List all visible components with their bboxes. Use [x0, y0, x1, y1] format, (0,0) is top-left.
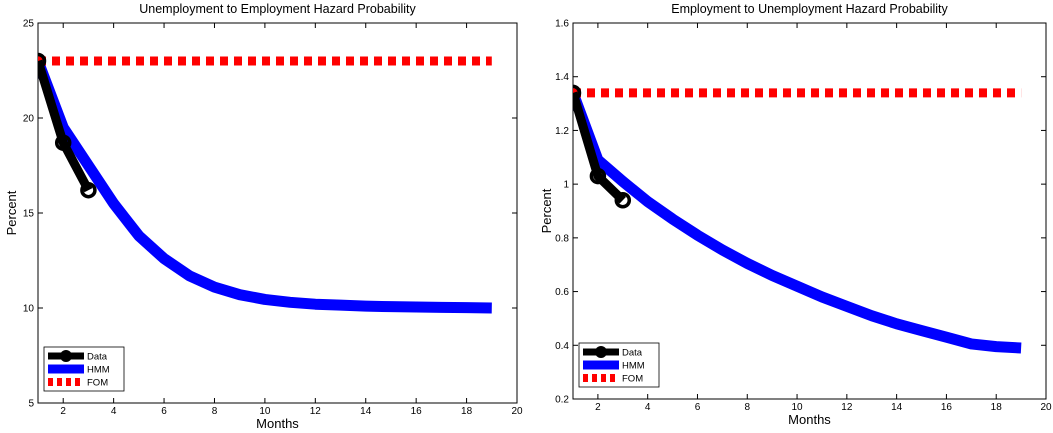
series-group [573, 84, 1022, 354]
y-tick-label: 25 [23, 19, 35, 30]
series-data-point [573, 84, 582, 102]
x-tick-label: 10 [791, 402, 803, 413]
legend-fom-label: FOM [87, 378, 108, 389]
x-axis-label: Months [256, 416, 299, 431]
x-tick-label: 2 [595, 402, 601, 413]
y-tick-label: 15 [23, 209, 35, 220]
y-tick-label: 1.4 [555, 72, 569, 83]
series-data-line [38, 59, 93, 193]
legend-data-marker [595, 346, 607, 358]
y-tick-label: 0.2 [555, 395, 569, 406]
y-tick-label: 20 [23, 114, 35, 125]
series-data-point [38, 52, 47, 70]
legend-hmm-label: HMM [87, 365, 110, 376]
series-data-point [54, 134, 72, 151]
x-tick-label: 2 [60, 406, 66, 417]
legend-hmm-label: HMM [622, 361, 645, 372]
series-data-point [589, 167, 607, 185]
y-tick-label: 1.6 [555, 19, 569, 30]
plot-frame [572, 22, 1047, 400]
x-tick-label: 14 [360, 406, 372, 417]
y-tick-label: 0.8 [555, 233, 569, 244]
legend: Data HMM FOM [43, 346, 125, 392]
x-tick-label: 12 [841, 402, 853, 413]
y-tick-label: 1 [563, 180, 569, 191]
x-tick-label: 16 [411, 406, 423, 417]
chart-title: Employment to Unemployment Hazard Probab… [671, 2, 948, 16]
series-hmm-line [573, 90, 1022, 354]
series-data-line [573, 91, 626, 204]
chart-title: Unemployment to Employment Hazard Probab… [139, 2, 416, 16]
y-tick-label: 0.4 [555, 341, 569, 352]
x-tick-label: 4 [111, 406, 117, 417]
x-tick-label: 18 [991, 402, 1003, 413]
series-group [38, 52, 492, 314]
x-tick-label: 6 [695, 402, 701, 413]
y-tick-label: 1.2 [555, 126, 569, 137]
x-tick-label: 4 [645, 402, 651, 413]
chart-right: Employment to Unemployment Hazard Probab… [539, 2, 1052, 427]
legend-data-marker [60, 350, 72, 362]
y-tick-label: 5 [28, 399, 34, 410]
x-tick-label: 16 [941, 402, 953, 413]
x-tick-label: 10 [259, 406, 271, 417]
series-data-point [614, 192, 632, 209]
series-hmm-line [38, 59, 492, 314]
series-data-point [80, 181, 97, 199]
x-tick-label: 14 [891, 402, 903, 413]
chart-left: Unemployment to Employment Hazard Probab… [4, 2, 523, 431]
x-axis-label: Months [788, 412, 831, 427]
x-tick-label: 12 [310, 406, 322, 417]
x-tick-label: 20 [1040, 402, 1052, 413]
legend-data-label: Data [622, 348, 643, 359]
x-tick-label: 20 [511, 406, 523, 417]
legend-fom-label: FOM [622, 374, 643, 385]
x-tick-label: 8 [212, 406, 218, 417]
x-tick-label: 6 [161, 406, 167, 417]
x-tick-label: 8 [744, 402, 750, 413]
x-tick-label: 18 [461, 406, 473, 417]
y-tick-label: 10 [23, 304, 35, 315]
y-tick-label: 0.6 [555, 287, 569, 298]
legend-data-label: Data [87, 352, 108, 363]
y-axis-label: Percent [539, 188, 554, 233]
plot-frame [37, 22, 518, 404]
legend: Data HMM FOM [578, 342, 660, 388]
y-axis-label: Percent [4, 190, 19, 235]
